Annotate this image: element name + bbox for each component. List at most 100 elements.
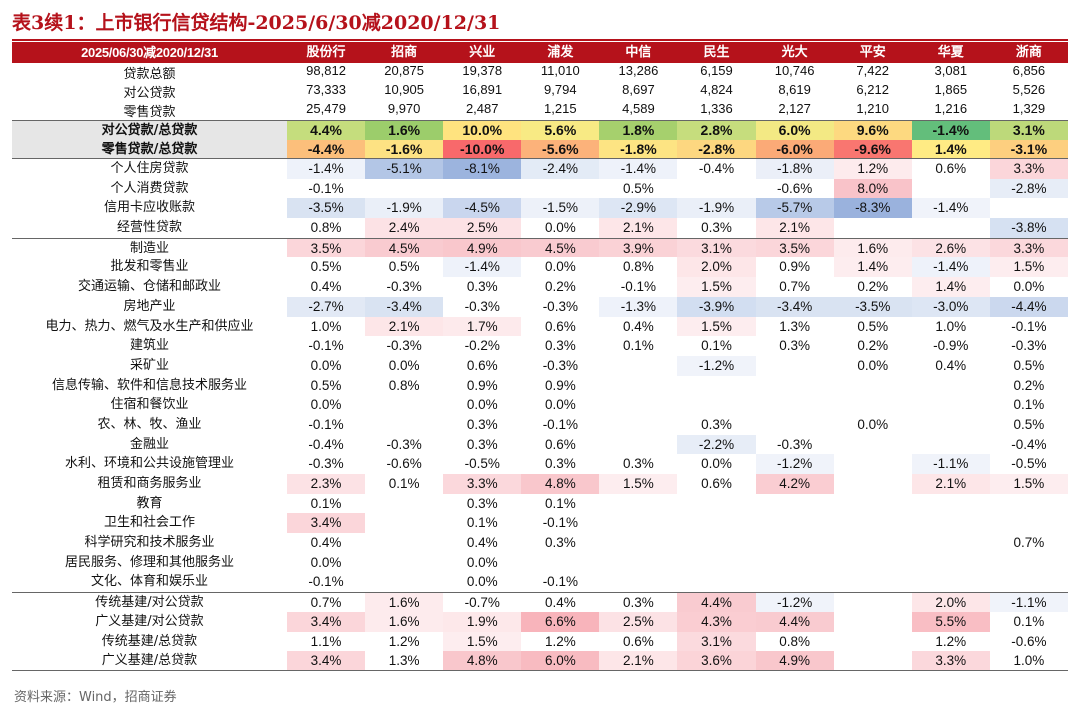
row-label: 广义基建/对公贷款 bbox=[95, 613, 204, 629]
value-cell: 0.3% bbox=[544, 338, 576, 354]
value-cell: -0.1% bbox=[542, 515, 578, 531]
row-label: 信息传输、软件和信息技术服务业 bbox=[51, 377, 247, 393]
value-cell bbox=[599, 553, 677, 573]
value-cell: 7,422 bbox=[856, 63, 889, 78]
value-cell bbox=[599, 494, 677, 514]
value-cell bbox=[834, 612, 912, 632]
row-label: 传统基建/总贷款 bbox=[101, 633, 198, 649]
value-cell: -0.3% bbox=[308, 456, 344, 472]
value-cell: 0.6% bbox=[623, 633, 654, 649]
value-cell: 0.1% bbox=[310, 495, 342, 511]
value-cell: 0.5% bbox=[1013, 357, 1045, 373]
value-cell: 6.0% bbox=[755, 121, 834, 140]
value-cell: -1.4% bbox=[911, 121, 990, 140]
row-label: 居民服务、修理和其他服务业 bbox=[64, 554, 234, 570]
value-cell: 0.1% bbox=[388, 476, 420, 491]
value-cell: 3.4% bbox=[287, 513, 366, 534]
row-label: 金融业 bbox=[129, 436, 169, 452]
value-cell bbox=[365, 533, 443, 553]
value-cell bbox=[912, 513, 990, 533]
value-cell: 4,824 bbox=[700, 82, 733, 97]
value-cell: 2.1% bbox=[911, 474, 990, 494]
value-cell bbox=[834, 513, 912, 533]
value-cell: 3,081 bbox=[934, 63, 968, 78]
value-cell: 0.8% bbox=[623, 259, 654, 275]
value-cell: 3.4% bbox=[287, 651, 366, 670]
value-cell bbox=[756, 553, 834, 573]
value-cell: 6,212 bbox=[856, 82, 889, 97]
value-cell: 4.9% bbox=[755, 651, 834, 670]
value-cell bbox=[677, 179, 755, 199]
row-label: 广义基建/总贷款 bbox=[101, 653, 198, 669]
value-cell: 0.3% bbox=[544, 456, 576, 472]
value-cell: 4.9% bbox=[443, 238, 522, 258]
value-cell: 1.2% bbox=[935, 633, 967, 649]
value-cell: 4.4% bbox=[677, 593, 756, 612]
value-cell bbox=[834, 533, 912, 553]
value-cell bbox=[912, 572, 990, 592]
value-cell: 1,329 bbox=[1012, 101, 1046, 116]
body-row: 广义基建/对公贷款 3.4% 1.6% 1.9% 6.6% 2.5% 4.3% 4.4% 5.5… bbox=[12, 611, 1068, 632]
value-cell bbox=[834, 593, 912, 612]
ratio-row: 零售贷款/总贷款 -4.4% -1.6% -10.0% -5.6% -1.8% -2.8% -… bbox=[12, 139, 1068, 159]
summary-row: 零售贷款 25,479 9,970 2,487 1,215 4,589 1,336 2,127… bbox=[12, 101, 1068, 120]
value-cell bbox=[443, 179, 521, 199]
value-cell bbox=[990, 513, 1068, 533]
body-row: 信息传输、软件和信息技术服务业 0.5% 0.8% 0.9% 0.9% 0.2% bbox=[12, 376, 1068, 396]
value-cell: -2.9% bbox=[599, 198, 678, 219]
value-cell: 0.6% bbox=[701, 476, 732, 491]
credit-structure-table: 2025/06/30减2020/12/31 股份行 招商 兴业 浦发 中信 民生… bbox=[12, 42, 1068, 671]
value-cell: 0.0% bbox=[544, 259, 576, 275]
value-cell: 1.5% bbox=[677, 277, 756, 297]
value-cell: -0.6% bbox=[1011, 633, 1047, 649]
value-cell: 0.0% bbox=[466, 574, 498, 590]
value-cell: 3.6% bbox=[677, 651, 756, 670]
row-label: 对公贷款/总贷款 bbox=[12, 121, 287, 140]
body-row: 房地产业 -2.7% -3.4% -0.3% -0.3% -1.3% -3.9% -3.4% -… bbox=[12, 296, 1068, 317]
header-period-label: 2025/06/30减2020/12/31 bbox=[81, 45, 218, 60]
value-cell bbox=[912, 553, 990, 573]
value-cell: 4.2% bbox=[755, 474, 834, 494]
value-cell bbox=[677, 395, 755, 415]
value-cell: 0.1% bbox=[466, 515, 498, 531]
row-label: 个人消费贷款 bbox=[110, 180, 189, 196]
value-cell: 1.3% bbox=[388, 653, 420, 669]
value-cell bbox=[599, 376, 677, 396]
value-cell bbox=[599, 356, 677, 376]
value-cell bbox=[990, 572, 1068, 592]
value-cell: -3.5% bbox=[287, 198, 366, 219]
value-cell bbox=[521, 179, 599, 199]
value-cell: -0.3% bbox=[542, 357, 578, 373]
value-cell: 0.2% bbox=[857, 279, 889, 295]
value-cell: 0.3% bbox=[623, 456, 654, 472]
row-label: 批发和零售业 bbox=[110, 259, 189, 275]
row-label: 文化、体育和娱乐业 bbox=[90, 574, 208, 590]
value-cell bbox=[912, 395, 990, 415]
value-cell: 1.4% bbox=[911, 277, 990, 297]
value-cell bbox=[677, 376, 755, 396]
row-label: 信用卡应收账款 bbox=[103, 200, 195, 216]
value-cell bbox=[834, 435, 912, 455]
value-cell: -10.0% bbox=[443, 139, 522, 158]
value-cell: -1.1% bbox=[989, 593, 1068, 612]
value-cell: 0.1% bbox=[1013, 397, 1045, 413]
value-cell bbox=[365, 572, 443, 592]
value-cell: 3.5% bbox=[755, 238, 834, 258]
value-cell: 1.0% bbox=[935, 318, 967, 334]
value-cell: 9,794 bbox=[544, 82, 577, 97]
value-cell: 1.2% bbox=[388, 633, 420, 649]
value-cell: -1.5% bbox=[521, 198, 600, 219]
table-title: 表3续1：上市银行信贷结构-2025/6/30减2020/12/31 bbox=[12, 12, 501, 34]
header-bank-pufa: 浦发 bbox=[547, 45, 574, 60]
value-cell: -0.1% bbox=[620, 279, 657, 295]
value-cell: -9.6% bbox=[833, 139, 912, 158]
value-cell: -0.3% bbox=[386, 436, 422, 452]
value-cell: 2.3% bbox=[287, 474, 366, 494]
header-bank-xingye: 兴业 bbox=[469, 45, 496, 60]
header-bank-zhaoshang: 招商 bbox=[391, 45, 418, 60]
value-cell: 10,746 bbox=[774, 63, 815, 78]
value-cell bbox=[912, 533, 990, 553]
body-row: 电力、热力、燃气及水生产和供应业 1.0% 2.1% 1.7% 0.6% 0.4% 1.5%… bbox=[12, 316, 1068, 337]
value-cell bbox=[599, 395, 677, 415]
value-cell: -0.1% bbox=[1011, 318, 1047, 334]
